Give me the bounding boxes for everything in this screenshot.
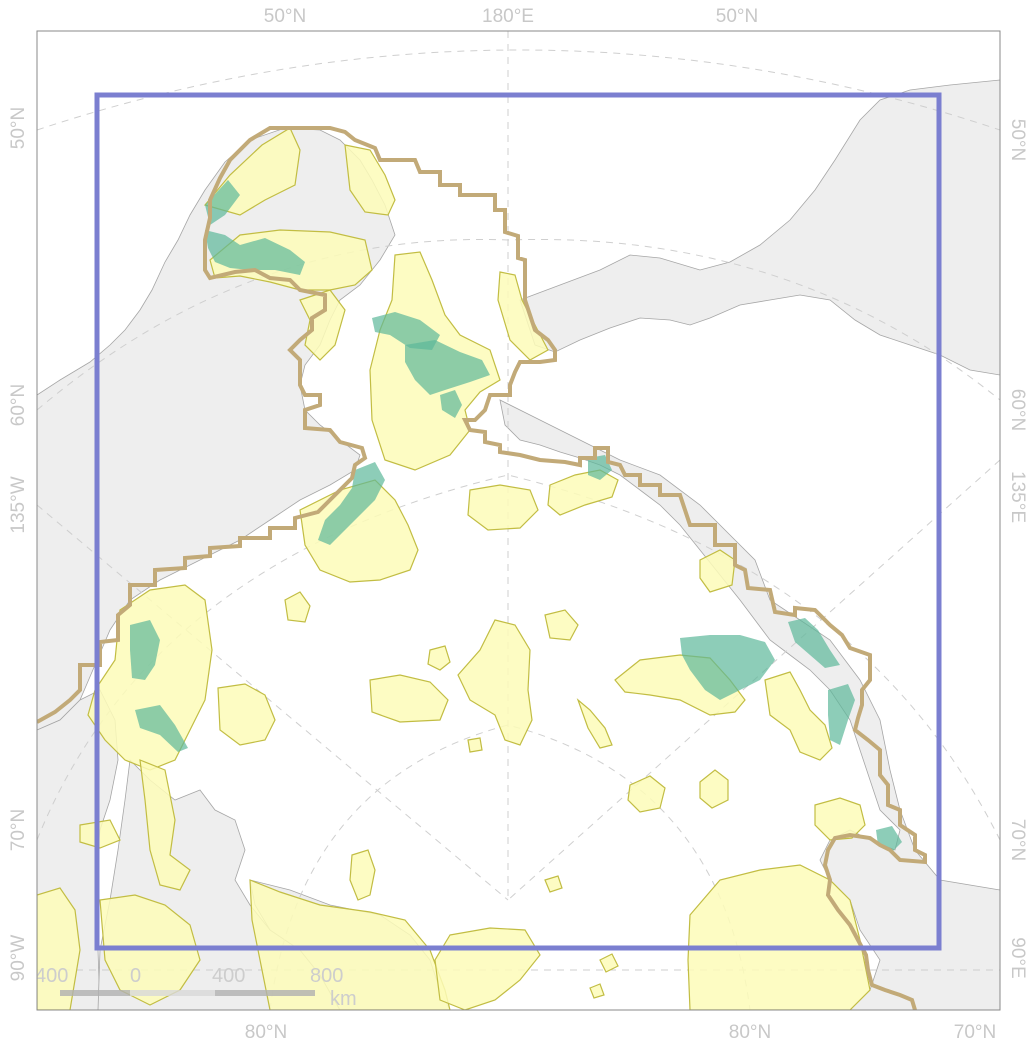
scale-unit: km — [330, 988, 357, 1010]
habitat-central-10 — [467, 737, 483, 753]
hotspot-bristol-bay — [205, 230, 305, 275]
habitat-east-siberian — [547, 469, 619, 516]
label-right-135e: 135°E — [1007, 471, 1028, 523]
habitat-hudson-south — [139, 759, 191, 891]
graticule-labels: 50°N 180°E 50°N 80°N 80°N 70°N 50°N 60°N… — [8, 6, 1028, 1043]
habitat-lena — [699, 549, 736, 593]
land-asia — [519, 79, 1000, 376]
label-right-90e: 90°E — [1007, 937, 1028, 978]
scale-tick-400-left: 400 — [35, 965, 68, 987]
habitat-barents — [814, 797, 866, 841]
habitat-central-7 — [627, 775, 666, 813]
label-bottom-70n: 70°N — [954, 1022, 996, 1043]
habitat-baffin — [217, 683, 276, 746]
label-top-50n-right: 50°N — [716, 6, 758, 27]
habitat-islet-1 — [284, 591, 311, 623]
habitat-central-1 — [467, 484, 539, 531]
label-right-50n: 50°N — [1007, 119, 1028, 161]
hotspot-chukchi-2 — [405, 340, 490, 395]
label-left-70n: 70°N — [8, 809, 29, 851]
habitat-north-bering — [344, 144, 396, 216]
habitat-cook-inlet — [299, 289, 346, 361]
parallel-80 — [269, 724, 751, 1010]
habitat-central-3 — [457, 619, 533, 746]
hotspot-chukchi-3 — [440, 390, 462, 418]
hotspot-laptev — [680, 635, 775, 700]
hotspot-kara — [788, 618, 840, 668]
scale-bar: 400 0 400 800 km — [35, 965, 357, 1010]
study-extent-box — [94, 92, 942, 951]
hotspot-chukchi-1 — [372, 312, 440, 350]
label-bottom-80n-right: 80°N — [729, 1022, 771, 1043]
habitat-central-8 — [699, 769, 729, 809]
hotspot-alaska-peninsula — [205, 180, 240, 225]
habitat-anadyr — [497, 271, 549, 361]
scale-bar-segment-left — [60, 990, 130, 996]
habitat-foxe — [79, 819, 121, 849]
habitat-central-6 — [576, 698, 613, 749]
habitat-central-4 — [544, 609, 579, 641]
hotspot-beaufort — [318, 462, 385, 545]
label-left-60n: 60°N — [8, 384, 29, 426]
label-left-90w: 90°W — [8, 935, 29, 982]
hotspot-kara-2 — [828, 684, 855, 745]
scale-tick-400: 400 — [212, 965, 245, 987]
label-right-70n: 70°N — [1007, 819, 1028, 861]
habitat-kara — [764, 671, 833, 761]
habitat-norwegian — [687, 864, 871, 1010]
label-left-135w: 135°W — [8, 476, 29, 533]
habitat-central-5 — [427, 645, 451, 671]
habitat-islet-3 — [589, 983, 605, 999]
map-frame — [36, 30, 1001, 1011]
habitat-central-11 — [544, 875, 563, 893]
habitat-central-9 — [349, 849, 376, 901]
label-right-60n: 60°N — [1007, 389, 1028, 431]
meridian-135w — [37, 504, 509, 901]
habitat-central-2 — [369, 674, 449, 723]
label-bottom-80n-left: 80°N — [245, 1022, 287, 1043]
region-boundary — [37, 126, 927, 1010]
scale-bar-segment-2 — [215, 990, 315, 996]
habitat-west-greenland — [37, 887, 81, 1010]
label-top-180e: 180°E — [482, 6, 534, 27]
scale-bar-segment-1 — [130, 990, 215, 996]
parallel-50 — [37, 49, 1000, 131]
hotspot-hudson — [130, 620, 160, 680]
hotspot-hudson-2 — [135, 705, 188, 752]
scale-tick-800: 800 — [310, 965, 343, 987]
parallel-60 — [37, 238, 1000, 411]
scale-tick-0: 0 — [130, 965, 141, 987]
habitat-islet-2 — [599, 953, 619, 973]
label-left-50n: 50°N — [8, 107, 29, 149]
label-top-50n-left: 50°N — [264, 6, 306, 27]
hotspot-areas — [130, 180, 902, 852]
